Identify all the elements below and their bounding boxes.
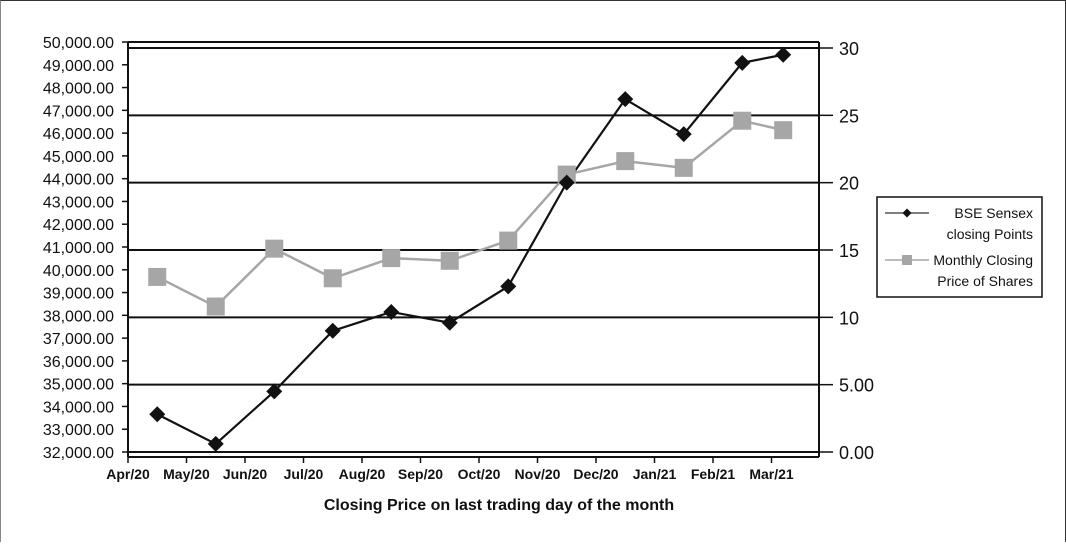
right-tick-label: 20 xyxy=(839,174,859,194)
diamond-point xyxy=(207,435,224,452)
right-tick-label: 15 xyxy=(839,241,859,261)
left-axis-ticks: 32,000.00 33,000.00 34,000.00 35,000.00 36,0… xyxy=(43,35,128,462)
diamond-point xyxy=(558,174,575,191)
left-tick-label: 46,000.00 xyxy=(43,126,114,143)
legend: BSE Sensex closing Points Monthly Closing P… xyxy=(876,196,1043,298)
square-point xyxy=(148,267,167,286)
left-tick-label: 41,000.00 xyxy=(43,240,114,257)
x-tick-label: Jan/21 xyxy=(633,466,677,482)
diamond-point xyxy=(617,91,634,108)
x-tick-label: May/20 xyxy=(163,466,210,482)
left-tick-label: 33,000.00 xyxy=(43,422,114,439)
left-tick-label: 32,000.00 xyxy=(43,445,114,462)
square-point xyxy=(499,231,518,250)
square-point xyxy=(733,111,752,130)
left-tick-label: 39,000.00 xyxy=(43,286,114,303)
x-tick-label: Feb/21 xyxy=(691,466,736,482)
diamond-point xyxy=(383,303,400,320)
gridlines xyxy=(128,47,819,453)
right-tick-label: 0.00 xyxy=(839,443,874,463)
square-point xyxy=(265,239,284,258)
left-tick-label: 36,000.00 xyxy=(43,354,114,371)
x-tick-label: Mar/21 xyxy=(749,466,794,482)
x-tick-label: Nov/20 xyxy=(515,466,561,482)
x-tick-label: Sep/20 xyxy=(398,466,443,482)
left-tick-label: 50,000.00 xyxy=(43,35,114,52)
x-tick-label: Apr/20 xyxy=(106,466,150,482)
right-tick-label: 5.00 xyxy=(839,376,874,396)
right-axis-ticks: 0.00 5.00 10 15 20 25 30 xyxy=(819,39,874,463)
right-tick-label: 30 xyxy=(839,39,859,59)
legend-diamond-marker xyxy=(902,208,912,218)
x-axis-ticks: Apr/20 May/20 Jun/20 Jul/20 Aug/20 Sep/20 Oct/… xyxy=(106,457,794,482)
legend-label: closing Points xyxy=(947,226,1033,242)
left-tick-label: 37,000.00 xyxy=(43,331,114,348)
square-point xyxy=(382,249,401,268)
square-point xyxy=(206,297,225,316)
left-tick-label: 35,000.00 xyxy=(43,377,114,394)
right-tick-label: 10 xyxy=(839,308,859,328)
left-tick-label: 49,000.00 xyxy=(43,58,114,75)
diamond-point xyxy=(734,54,751,71)
square-point xyxy=(557,165,576,184)
legend-label: Price of Shares xyxy=(937,273,1033,289)
x-axis-label: Closing Price on last trading day of the… xyxy=(324,497,674,514)
square-point xyxy=(774,121,793,140)
left-tick-label: 34,000.00 xyxy=(43,399,114,416)
diamond-point xyxy=(500,278,517,295)
left-tick-label: 43,000.00 xyxy=(43,194,114,211)
square-point xyxy=(674,158,693,177)
series-line-1 xyxy=(156,53,784,446)
square-point xyxy=(323,269,342,288)
square-point xyxy=(616,152,635,171)
legend-square-marker xyxy=(902,255,912,265)
diamond-point xyxy=(266,383,283,400)
diamond-point xyxy=(675,126,692,143)
x-tick-label: Oct/20 xyxy=(458,466,501,482)
left-tick-label: 42,000.00 xyxy=(43,217,114,234)
legend-label: Monthly Closing xyxy=(933,252,1033,268)
x-tick-label: Aug/20 xyxy=(339,466,386,482)
diamond-point xyxy=(324,322,341,339)
series xyxy=(148,46,793,452)
legend-label: BSE Sensex xyxy=(954,205,1033,221)
diamond-point xyxy=(775,46,792,63)
diamond-point xyxy=(149,406,166,423)
left-tick-label: 45,000.00 xyxy=(43,149,114,166)
left-tick-label: 44,000.00 xyxy=(43,172,114,189)
x-tick-label: Dec/20 xyxy=(573,466,618,482)
diamond-point xyxy=(441,314,458,331)
series-line-2 xyxy=(156,119,784,309)
left-tick-label: 38,000.00 xyxy=(43,308,114,325)
left-tick-label: 47,000.00 xyxy=(43,103,114,120)
left-tick-label: 40,000.00 xyxy=(43,263,114,280)
x-tick-label: Jul/20 xyxy=(284,466,324,482)
x-tick-label: Jun/20 xyxy=(223,466,268,482)
left-tick-label: 48,000.00 xyxy=(43,81,114,98)
right-tick-label: 25 xyxy=(839,106,859,126)
square-point xyxy=(440,251,459,270)
